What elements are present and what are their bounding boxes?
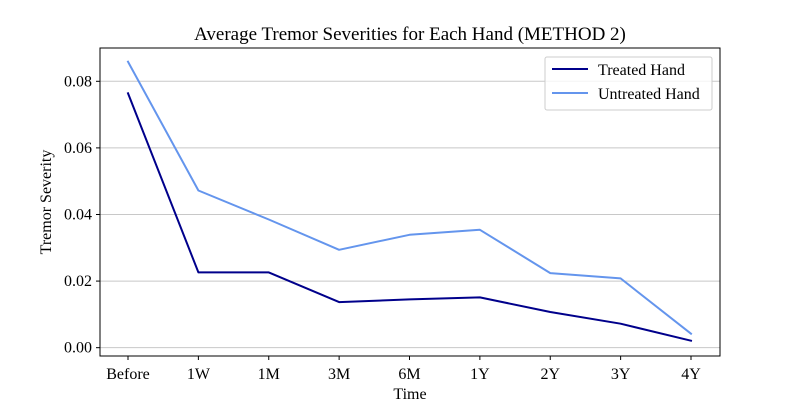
chart-title: Average Tremor Severities for Each Hand … — [194, 24, 626, 45]
x-tick-label: 2Y — [540, 366, 560, 383]
legend-box — [544, 56, 713, 111]
series-line-treated-hand — [126, 92, 693, 342]
axis-layer: 0.00 0.02 0.04 0.06 0.08 Before 1W 1M 3M 6M 1Y 2Y 3Y… — [64, 73, 701, 383]
legend-label-treated-hand: Treated Hand — [598, 62, 685, 79]
x-tick-label: 1Y — [470, 366, 490, 383]
x-tick-label: 6M — [398, 366, 420, 383]
legend: Treated Hand Untreated Hand — [544, 56, 713, 111]
x-tick-label: 4Y — [681, 366, 701, 383]
y-tick-label: 0.02 — [64, 273, 92, 290]
y-tick-label: 0.06 — [64, 140, 92, 157]
grid-layer — [100, 80, 720, 349]
x-tick-label: 1W — [187, 366, 211, 383]
y-tick-label: 0.00 — [64, 340, 92, 357]
y-axis-title: Tremor Severity — [38, 150, 55, 255]
legend-label-untreated-hand: Untreated Hand — [598, 86, 700, 103]
x-axis-title: Time — [393, 386, 426, 400]
y-tick-label: 0.08 — [64, 73, 92, 90]
x-tick-label: Before — [106, 366, 150, 383]
x-tick-label: 3M — [328, 366, 350, 383]
series-layer — [126, 60, 693, 342]
series-line-untreated-hand — [126, 60, 693, 336]
x-tick-label: 1M — [258, 366, 280, 383]
x-tick-label: 3Y — [611, 366, 631, 383]
y-tick-label: 0.04 — [64, 206, 92, 223]
